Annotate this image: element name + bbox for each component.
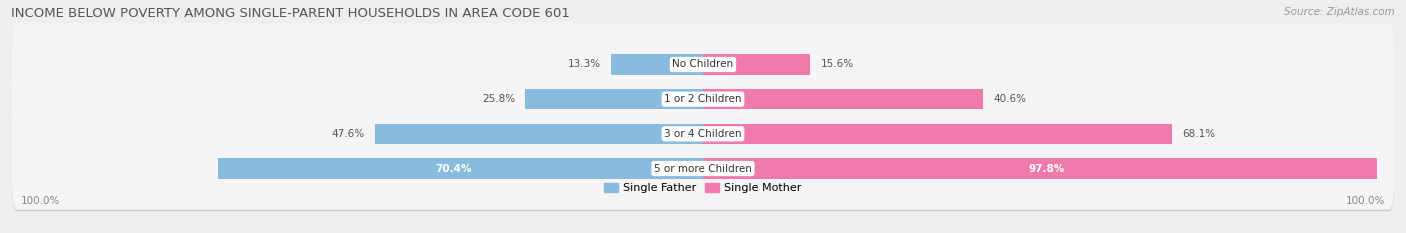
Text: 15.6%: 15.6% [821,59,853,69]
Bar [703,55,810,75]
Bar [703,124,1173,144]
Text: 100.0%: 100.0% [21,196,60,206]
Text: 47.6%: 47.6% [332,129,364,139]
Bar [526,89,703,109]
FancyBboxPatch shape [13,129,1393,211]
FancyBboxPatch shape [13,59,1393,142]
FancyBboxPatch shape [13,127,1393,210]
Bar [703,158,1376,178]
Text: 5 or more Children: 5 or more Children [654,164,752,174]
FancyBboxPatch shape [13,25,1393,107]
Bar [703,89,983,109]
FancyBboxPatch shape [13,23,1393,106]
Text: 3 or 4 Children: 3 or 4 Children [664,129,742,139]
FancyBboxPatch shape [13,58,1393,140]
Text: 70.4%: 70.4% [436,164,472,174]
FancyBboxPatch shape [13,93,1393,175]
Text: 40.6%: 40.6% [993,94,1026,104]
Text: 1 or 2 Children: 1 or 2 Children [664,94,742,104]
FancyBboxPatch shape [13,94,1393,176]
Text: Source: ZipAtlas.com: Source: ZipAtlas.com [1284,7,1395,17]
Bar [612,55,703,75]
Text: INCOME BELOW POVERTY AMONG SINGLE-PARENT HOUSEHOLDS IN AREA CODE 601: INCOME BELOW POVERTY AMONG SINGLE-PARENT… [11,7,569,20]
Bar [375,124,703,144]
Text: 97.8%: 97.8% [1029,164,1064,174]
Bar [218,158,703,178]
Text: 13.3%: 13.3% [568,59,600,69]
Text: 68.1%: 68.1% [1182,129,1216,139]
Text: No Children: No Children [672,59,734,69]
Legend: Single Father, Single Mother: Single Father, Single Mother [600,178,806,197]
Text: 25.8%: 25.8% [482,94,515,104]
Text: 100.0%: 100.0% [1346,196,1385,206]
